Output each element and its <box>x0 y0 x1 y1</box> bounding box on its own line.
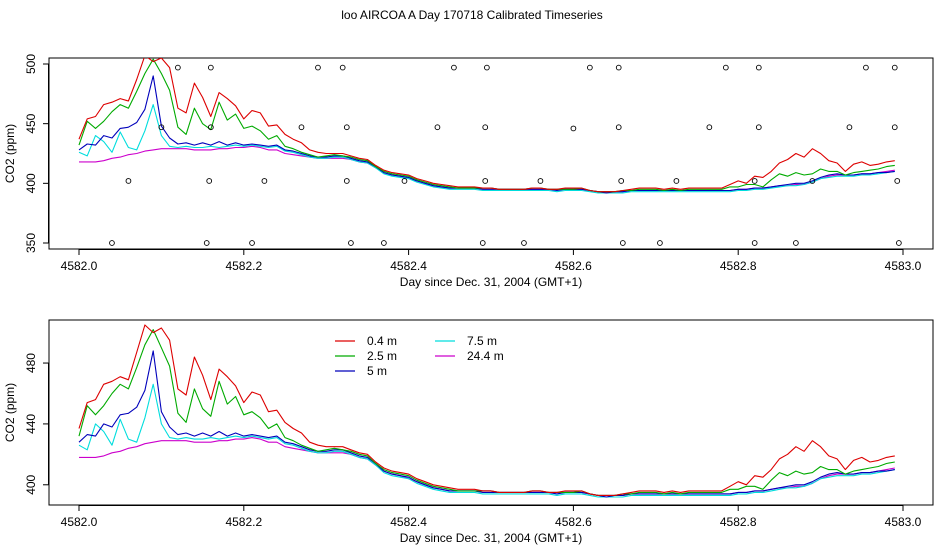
y-tick-label: 400 <box>24 474 38 494</box>
x-tick-label: 4582.0 <box>61 259 98 273</box>
overlay-point <box>261 178 268 184</box>
overlay-point <box>537 178 544 184</box>
overlay-point <box>615 124 622 131</box>
series-line-0-4-m <box>78 324 895 496</box>
legend-label: 2.5 m <box>367 349 397 363</box>
x-tick-label: 4583.0 <box>885 515 922 529</box>
overlay-point <box>706 124 713 131</box>
overlay-point <box>755 64 762 71</box>
overlay-point <box>434 124 441 131</box>
overlay-point <box>894 178 901 184</box>
x-tick-label: 4582.6 <box>555 515 592 529</box>
overlay-point <box>570 125 577 132</box>
overlay-point <box>175 64 181 71</box>
overlay-point <box>339 64 346 71</box>
legend: 0.4 m2.5 m5 m 7.5 m24.4 m <box>335 334 504 378</box>
overlay-point <box>315 64 321 71</box>
plot-area <box>78 58 902 246</box>
overlay-point <box>896 240 902 246</box>
y-tick-label: 480 <box>24 353 38 373</box>
overlay-point <box>482 178 489 184</box>
overlay-point <box>619 240 626 246</box>
overlay-point <box>158 124 165 131</box>
series-line-0-4-m <box>78 58 895 193</box>
overlay-point <box>298 124 305 131</box>
legend-label: 24.4 m <box>467 349 504 363</box>
overlay-point <box>401 178 408 184</box>
overlay-point <box>615 64 622 71</box>
overlay-point <box>109 240 115 246</box>
y-tick-label: 350 <box>24 233 38 253</box>
y-tick-label: 500 <box>24 54 38 74</box>
y-tick-label: 450 <box>24 113 38 133</box>
y-tick-label: 440 <box>24 414 38 434</box>
overlay-point <box>793 240 799 246</box>
plot-area <box>78 324 895 498</box>
overlay-point <box>722 64 729 71</box>
overlay-point <box>891 124 898 131</box>
overlay-point <box>207 64 214 71</box>
series-line-24-4-m <box>79 145 895 193</box>
x-tick-label: 4582.0 <box>61 515 98 529</box>
y-axis-label: CO2 (ppm) <box>3 383 17 442</box>
x-tick-label: 4582.4 <box>390 515 427 529</box>
x-tick-label: 4582.8 <box>720 515 757 529</box>
overlay-point <box>521 240 527 246</box>
series-line-24-4-m <box>79 437 895 496</box>
legend-label: 5 m <box>367 364 387 378</box>
x-axis-label: Day since Dec. 31, 2004 (GMT+1) <box>400 275 582 289</box>
bottom-panel: 4582.0 4582.2 4582.4 4582.6 4582.8 4583.0 Day … <box>3 319 934 545</box>
overlay-point <box>482 124 489 131</box>
overlay-point <box>451 64 457 71</box>
x-axis-label: Day since Dec. 31, 2004 (GMT+1) <box>400 531 582 545</box>
series-line-5-m <box>78 75 895 194</box>
x-tick-label: 4582.4 <box>390 259 427 273</box>
series-line-7-5-m <box>78 383 895 498</box>
overlay-point <box>673 178 680 184</box>
overlay-point <box>479 240 486 246</box>
overlay-point <box>657 240 663 246</box>
overlay-point <box>751 178 758 184</box>
overlay-point <box>343 178 350 184</box>
overlay-point <box>348 240 354 246</box>
series-line-7-5-m <box>78 104 895 194</box>
x-tick-label: 4582.2 <box>225 259 262 273</box>
overlay-point <box>207 124 214 131</box>
plot-frame <box>48 57 934 250</box>
overlay-point <box>618 178 625 184</box>
overlay-point <box>809 178 816 184</box>
figure-title: loo AIRCOA A Day 170718 Calibrated Times… <box>341 8 602 22</box>
overlay-point <box>755 124 762 131</box>
overlay-point <box>484 64 490 71</box>
legend-label: 7.5 m <box>467 334 497 348</box>
series-line-5-m <box>78 350 895 498</box>
overlay-point <box>343 124 350 131</box>
legend-label: 0.4 m <box>367 334 397 348</box>
overlay-point <box>203 240 210 246</box>
y-axis-label: CO2 (ppm) <box>3 124 17 183</box>
x-tick-label: 4582.2 <box>225 515 262 529</box>
top-panel: 4582.0 4582.2 4582.4 4582.6 4582.8 4583.0 Day … <box>3 54 934 289</box>
overlay-point <box>381 240 387 246</box>
overlay-point <box>206 178 213 184</box>
y-tick-label: 400 <box>24 173 38 193</box>
x-tick-label: 4582.8 <box>720 259 757 273</box>
overlay-point <box>846 124 853 131</box>
x-tick-label: 4583.0 <box>885 259 922 273</box>
overlay-point <box>751 240 758 246</box>
overlay-point <box>891 64 898 71</box>
overlay-point <box>587 64 593 71</box>
overlay-point <box>863 64 869 71</box>
overlay-point <box>125 178 132 184</box>
x-tick-label: 4582.6 <box>555 259 592 273</box>
overlay-point <box>249 240 255 246</box>
